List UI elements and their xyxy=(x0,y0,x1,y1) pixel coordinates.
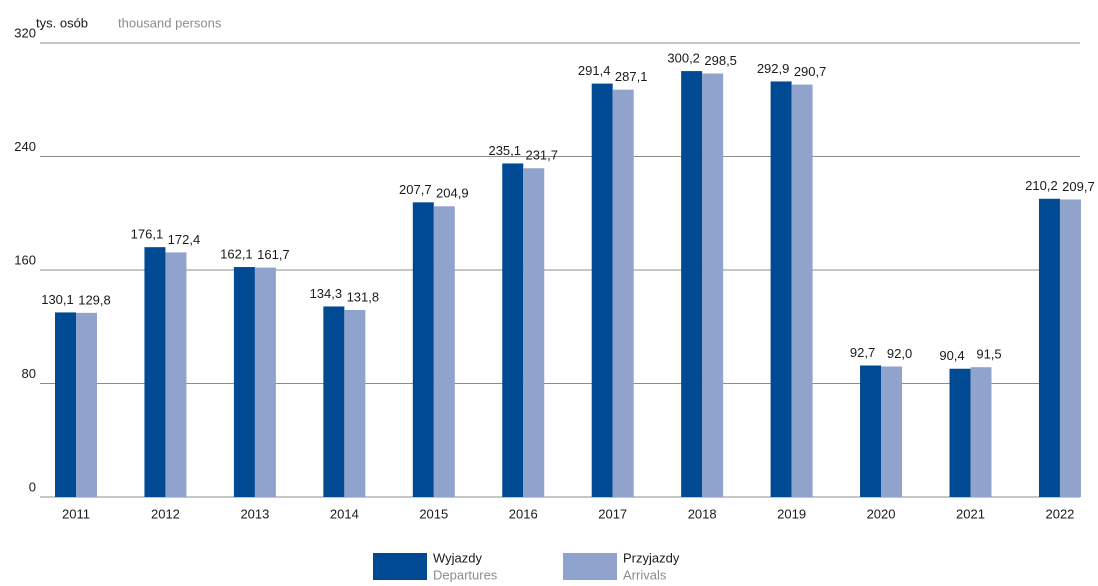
legend-label: Przyjazdy xyxy=(623,550,680,565)
data-label: 162,1 xyxy=(220,246,253,261)
x-tick-label: 2018 xyxy=(688,506,717,521)
x-tick-label: 2014 xyxy=(330,506,359,521)
data-label: 300,2 xyxy=(667,51,700,66)
bar xyxy=(144,247,166,497)
bar xyxy=(323,306,345,497)
y-unit-en: thousand persons xyxy=(118,15,222,30)
bar xyxy=(791,84,813,498)
x-tick-label: 2020 xyxy=(867,506,896,521)
data-label: 290,7 xyxy=(794,64,827,79)
bar xyxy=(860,365,882,497)
legend-swatch xyxy=(563,553,617,580)
x-tick-label: 2015 xyxy=(419,506,448,521)
data-label: 161,7 xyxy=(257,247,290,262)
x-tick-label: 2019 xyxy=(777,506,806,521)
data-label: 287,1 xyxy=(615,69,648,84)
data-label: 92,0 xyxy=(887,346,912,361)
bar xyxy=(702,73,724,498)
legend-label-en: Arrivals xyxy=(623,567,667,582)
bar xyxy=(612,89,634,497)
data-label: 235,1 xyxy=(488,143,521,158)
x-tick-label: 2022 xyxy=(1045,506,1074,521)
x-tick-label: 2011 xyxy=(62,506,90,521)
bar xyxy=(949,368,971,497)
bar xyxy=(412,202,434,497)
y-tick-label: 160 xyxy=(14,252,36,267)
bar xyxy=(1059,199,1081,497)
data-label: 207,7 xyxy=(399,182,432,197)
bar xyxy=(770,81,792,498)
bar xyxy=(254,267,276,497)
y-tick-label: 240 xyxy=(14,139,36,154)
y-tick-label: 320 xyxy=(14,25,36,40)
data-label: 298,5 xyxy=(704,53,737,68)
legend-label: Wyjazdy xyxy=(433,550,483,565)
data-label: 134,3 xyxy=(310,286,343,301)
bar xyxy=(55,312,76,497)
data-label: 130,1 xyxy=(41,292,74,307)
data-label: 176,1 xyxy=(131,227,164,242)
x-tick-label: 2017 xyxy=(598,506,627,521)
x-tick-label: 2012 xyxy=(151,506,180,521)
bar xyxy=(502,163,524,497)
legend-label-en: Departures xyxy=(433,567,498,582)
bar xyxy=(76,312,97,497)
data-label: 172,4 xyxy=(168,232,201,247)
data-label: 129,8 xyxy=(78,292,111,307)
data-label: 231,7 xyxy=(525,148,558,163)
y-unit: tys. osób xyxy=(36,15,88,30)
x-tick-label: 2021 xyxy=(956,506,985,521)
bar xyxy=(681,71,703,497)
x-tick-label: 2016 xyxy=(509,506,538,521)
data-label: 131,8 xyxy=(347,289,380,304)
data-label: 90,4 xyxy=(939,348,964,363)
bar xyxy=(433,206,455,497)
x-tick-label: 2013 xyxy=(240,506,269,521)
data-label: 210,2 xyxy=(1025,178,1058,193)
y-tick-label: 80 xyxy=(22,366,36,381)
bar xyxy=(881,366,903,497)
data-label: 92,7 xyxy=(850,345,875,360)
bar xyxy=(1038,198,1060,497)
bar xyxy=(233,267,255,497)
data-label: 204,9 xyxy=(436,186,469,201)
legend-swatch xyxy=(373,553,427,580)
data-label: 209,7 xyxy=(1062,179,1095,194)
data-label: 292,9 xyxy=(757,61,790,76)
y-tick-label: 0 xyxy=(29,479,36,494)
bar xyxy=(165,252,187,497)
bar xyxy=(523,168,545,497)
bar xyxy=(970,367,992,497)
data-label: 291,4 xyxy=(578,63,611,78)
data-label: 91,5 xyxy=(976,347,1001,362)
bar xyxy=(591,83,613,498)
bar xyxy=(344,310,366,497)
